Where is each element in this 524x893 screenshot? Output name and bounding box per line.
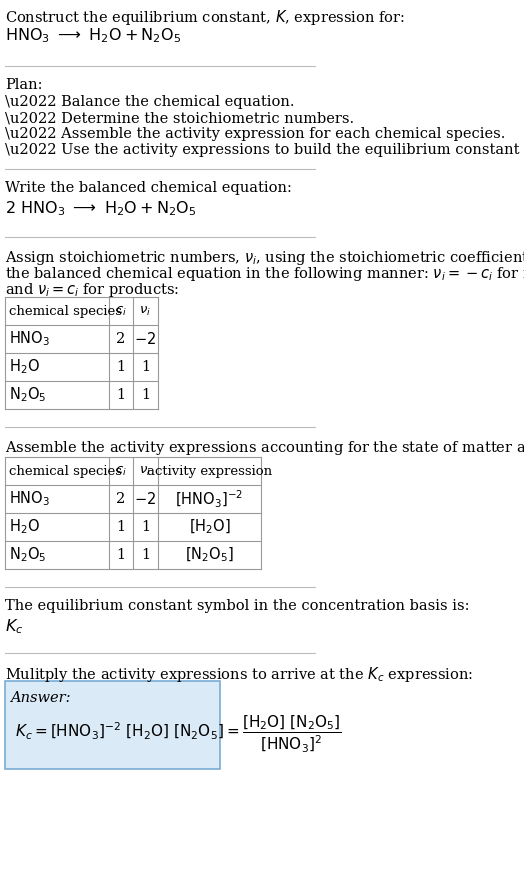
Text: $c_i$: $c_i$ — [115, 305, 127, 318]
Text: \u2022 Use the activity expressions to build the equilibrium constant expression: \u2022 Use the activity expressions to b… — [5, 143, 524, 157]
Text: 1: 1 — [141, 548, 150, 562]
Text: $\mathrm{HNO_3}$ $\longrightarrow$ $\mathrm{H_2O + N_2O_5}$: $\mathrm{HNO_3}$ $\longrightarrow$ $\mat… — [5, 26, 181, 45]
Text: $\mathrm{HNO_3}$: $\mathrm{HNO_3}$ — [8, 489, 50, 508]
Text: $[\mathrm{H_2O}]$: $[\mathrm{H_2O}]$ — [189, 518, 231, 536]
Text: Mulitply the activity expressions to arrive at the $K_c$ expression:: Mulitply the activity expressions to arr… — [5, 665, 473, 684]
Text: 1: 1 — [116, 548, 125, 562]
Text: 1: 1 — [141, 360, 150, 374]
FancyBboxPatch shape — [5, 681, 220, 769]
Text: 1: 1 — [116, 388, 125, 402]
Text: $\mathrm{N_2O_5}$: $\mathrm{N_2O_5}$ — [8, 386, 46, 405]
Text: 2: 2 — [116, 332, 126, 346]
Text: Answer:: Answer: — [10, 691, 70, 705]
Text: $\mathrm{H_2O}$: $\mathrm{H_2O}$ — [8, 358, 39, 376]
Text: activity expression: activity expression — [147, 464, 272, 478]
Text: 1: 1 — [141, 520, 150, 534]
Text: \u2022 Balance the chemical equation.: \u2022 Balance the chemical equation. — [5, 95, 294, 109]
Text: \u2022 Assemble the activity expression for each chemical species.: \u2022 Assemble the activity expression … — [5, 127, 505, 141]
Text: Write the balanced chemical equation:: Write the balanced chemical equation: — [5, 181, 292, 195]
Text: $\mathrm{H_2O}$: $\mathrm{H_2O}$ — [8, 518, 39, 537]
Text: 1: 1 — [141, 388, 150, 402]
Text: 2: 2 — [116, 492, 126, 506]
Text: $-2$: $-2$ — [134, 331, 157, 347]
Text: Assign stoichiometric numbers, $\nu_i$, using the stoichiometric coefficients, $: Assign stoichiometric numbers, $\nu_i$, … — [5, 249, 524, 267]
Text: $\nu_i$: $\nu_i$ — [139, 305, 151, 318]
Text: Construct the equilibrium constant, $K$, expression for:: Construct the equilibrium constant, $K$,… — [5, 8, 405, 27]
Text: \u2022 Determine the stoichiometric numbers.: \u2022 Determine the stoichiometric numb… — [5, 111, 354, 125]
Text: The equilibrium constant symbol in the concentration basis is:: The equilibrium constant symbol in the c… — [5, 599, 470, 613]
Text: $c_i$: $c_i$ — [115, 464, 127, 478]
Text: the balanced chemical equation in the following manner: $\nu_i = -c_i$ for react: the balanced chemical equation in the fo… — [5, 265, 524, 283]
Text: Plan:: Plan: — [5, 78, 42, 92]
Text: $K_c = [\mathrm{HNO_3}]^{-2}\ [\mathrm{H_2O}]\ [\mathrm{N_2O_5}] = \dfrac{[\math: $K_c = [\mathrm{HNO_3}]^{-2}\ [\mathrm{H… — [15, 713, 342, 754]
Text: $[\mathrm{HNO_3}]^{-2}$: $[\mathrm{HNO_3}]^{-2}$ — [176, 488, 244, 510]
Text: and $\nu_i = c_i$ for products:: and $\nu_i = c_i$ for products: — [5, 281, 179, 299]
Text: Assemble the activity expressions accounting for the state of matter and $\nu_i$: Assemble the activity expressions accoun… — [5, 439, 524, 457]
Text: $2\ \mathrm{HNO_3}$ $\longrightarrow$ $\mathrm{H_2O + N_2O_5}$: $2\ \mathrm{HNO_3}$ $\longrightarrow$ $\… — [5, 199, 196, 218]
Text: $\mathrm{HNO_3}$: $\mathrm{HNO_3}$ — [8, 330, 50, 348]
Text: chemical species: chemical species — [8, 305, 122, 318]
Text: $\nu_i$: $\nu_i$ — [139, 464, 151, 478]
Text: 1: 1 — [116, 360, 125, 374]
Text: $K_c$: $K_c$ — [5, 617, 24, 636]
Text: $-2$: $-2$ — [134, 491, 157, 507]
Text: $[\mathrm{N_2O_5}]$: $[\mathrm{N_2O_5}]$ — [185, 546, 234, 564]
Text: chemical species: chemical species — [8, 464, 122, 478]
Text: 1: 1 — [116, 520, 125, 534]
Text: $\mathrm{N_2O_5}$: $\mathrm{N_2O_5}$ — [8, 546, 46, 564]
